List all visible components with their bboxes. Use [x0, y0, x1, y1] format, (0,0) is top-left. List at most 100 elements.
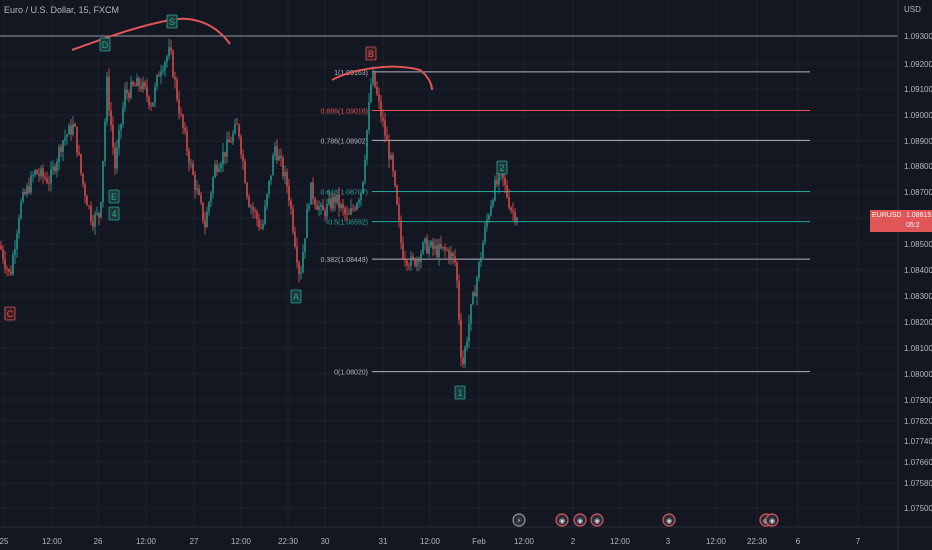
wave-label-box — [4, 306, 16, 321]
candle-body — [154, 86, 156, 103]
wave-label-text: B — [368, 49, 374, 59]
time-axis[interactable]: 25 12:00 26 12:00 27 12:00 22:30 30 31 12:00 Feb 12… — [0, 526, 932, 546]
candle-body — [56, 161, 58, 172]
candle-body — [506, 184, 508, 198]
candle-body — [450, 252, 452, 259]
candle-body — [22, 191, 24, 202]
candle-body — [244, 161, 246, 184]
flag-icon[interactable]: ◉ — [555, 513, 569, 527]
candle-body — [14, 248, 16, 256]
candle-body — [366, 130, 368, 160]
candle-body — [190, 163, 192, 165]
candle-body — [416, 258, 418, 266]
candle-body — [0, 245, 2, 250]
candle-body — [2, 249, 4, 260]
lightning-icon[interactable]: ⚡ — [512, 513, 526, 527]
candle-body — [146, 86, 148, 97]
candle-body — [490, 205, 492, 216]
candle-body — [372, 70, 374, 85]
candle-body — [414, 258, 416, 266]
flag-icon[interactable]: ◉ — [662, 513, 676, 527]
time-tick-label: 31 — [379, 537, 388, 546]
candle-body — [20, 201, 22, 219]
candle-body — [120, 123, 122, 131]
flag-icon-circle — [765, 513, 779, 527]
candle-body — [202, 202, 204, 221]
wave-label: S — [166, 14, 178, 29]
time-tick-label: 25 — [0, 537, 9, 546]
wave-label-text: S — [169, 17, 175, 27]
candle-body — [126, 89, 128, 94]
price-axis[interactable]: 1.09300 1.09200 1.09100 1.09000 1.08900 1.088… — [897, 0, 932, 550]
candle-body — [216, 164, 218, 172]
flag-icon-circle — [590, 513, 604, 527]
price-tick-label: 1.07740 — [904, 437, 932, 446]
candle-body — [478, 262, 480, 279]
candle-body — [360, 192, 362, 201]
wave-label-text: A — [293, 292, 299, 302]
candle-body — [476, 278, 478, 297]
candle-body — [364, 159, 366, 182]
candle-body — [80, 154, 82, 174]
candle-body — [454, 256, 456, 263]
wave-label-text: 1 — [457, 388, 462, 398]
event-icons[interactable]: ⚡◉◉◉◉◉◉ — [512, 513, 779, 527]
candle-body — [388, 140, 390, 160]
candle-body — [274, 146, 276, 156]
candle-body — [144, 82, 146, 87]
candle-body — [40, 168, 42, 176]
candle-body — [302, 252, 304, 273]
flag-icon-glyph: ◉ — [559, 517, 565, 525]
candle-body — [6, 268, 8, 270]
candle-body — [206, 211, 208, 228]
candle-body — [356, 203, 358, 210]
candle-body — [404, 258, 406, 261]
candle-body — [220, 164, 222, 169]
flag-icon-circle — [573, 513, 587, 527]
price-tick-label: 1.08700 — [904, 188, 932, 197]
candle-body — [222, 151, 224, 165]
candle-body — [458, 280, 460, 320]
time-tick-label: 6 — [796, 537, 801, 546]
candle-body — [290, 200, 292, 209]
flag-icon-glyph: ◉ — [594, 517, 600, 525]
time-tick-label: 12:00 — [42, 537, 63, 546]
candle-body — [134, 85, 136, 87]
lightning-icon-glyph: ⚡ — [517, 517, 522, 525]
flag-icon[interactable]: ◉ — [765, 513, 779, 527]
price-tick-label: 1.08800 — [904, 162, 932, 171]
candle-body — [208, 202, 210, 212]
candle-body — [78, 152, 80, 155]
candle-body — [130, 81, 132, 98]
flag-icon[interactable]: ◉ — [590, 513, 604, 527]
candle-body — [440, 244, 442, 249]
candle-body — [328, 198, 330, 205]
candle-body — [410, 256, 412, 267]
time-tick-label: 12:00 — [706, 537, 727, 546]
price-tick-label: 1.07500 — [904, 504, 932, 513]
candle-body — [8, 269, 10, 272]
candle-body — [368, 101, 370, 131]
candle-body — [44, 176, 46, 179]
candle-body — [492, 200, 494, 206]
currency-label: USD — [904, 5, 921, 14]
price-tick-label: 1.09200 — [904, 60, 932, 69]
wave-label-box — [496, 160, 508, 175]
candle-body — [342, 204, 344, 209]
time-tick-label: 27 — [190, 537, 199, 546]
candle-body — [488, 215, 490, 220]
candle-body — [504, 178, 506, 185]
candle-body — [260, 227, 262, 229]
candle-body — [228, 139, 230, 143]
candle-body — [66, 134, 68, 138]
candle-body — [110, 110, 112, 126]
flag-icon[interactable]: ◉ — [573, 513, 587, 527]
candle-body — [58, 146, 60, 162]
candle-body — [30, 175, 32, 193]
candle-body — [218, 168, 220, 172]
arc-drawing[interactable] — [331, 65, 433, 91]
candle-body — [180, 113, 182, 115]
candle-body — [34, 169, 36, 176]
candle-body — [426, 238, 428, 254]
